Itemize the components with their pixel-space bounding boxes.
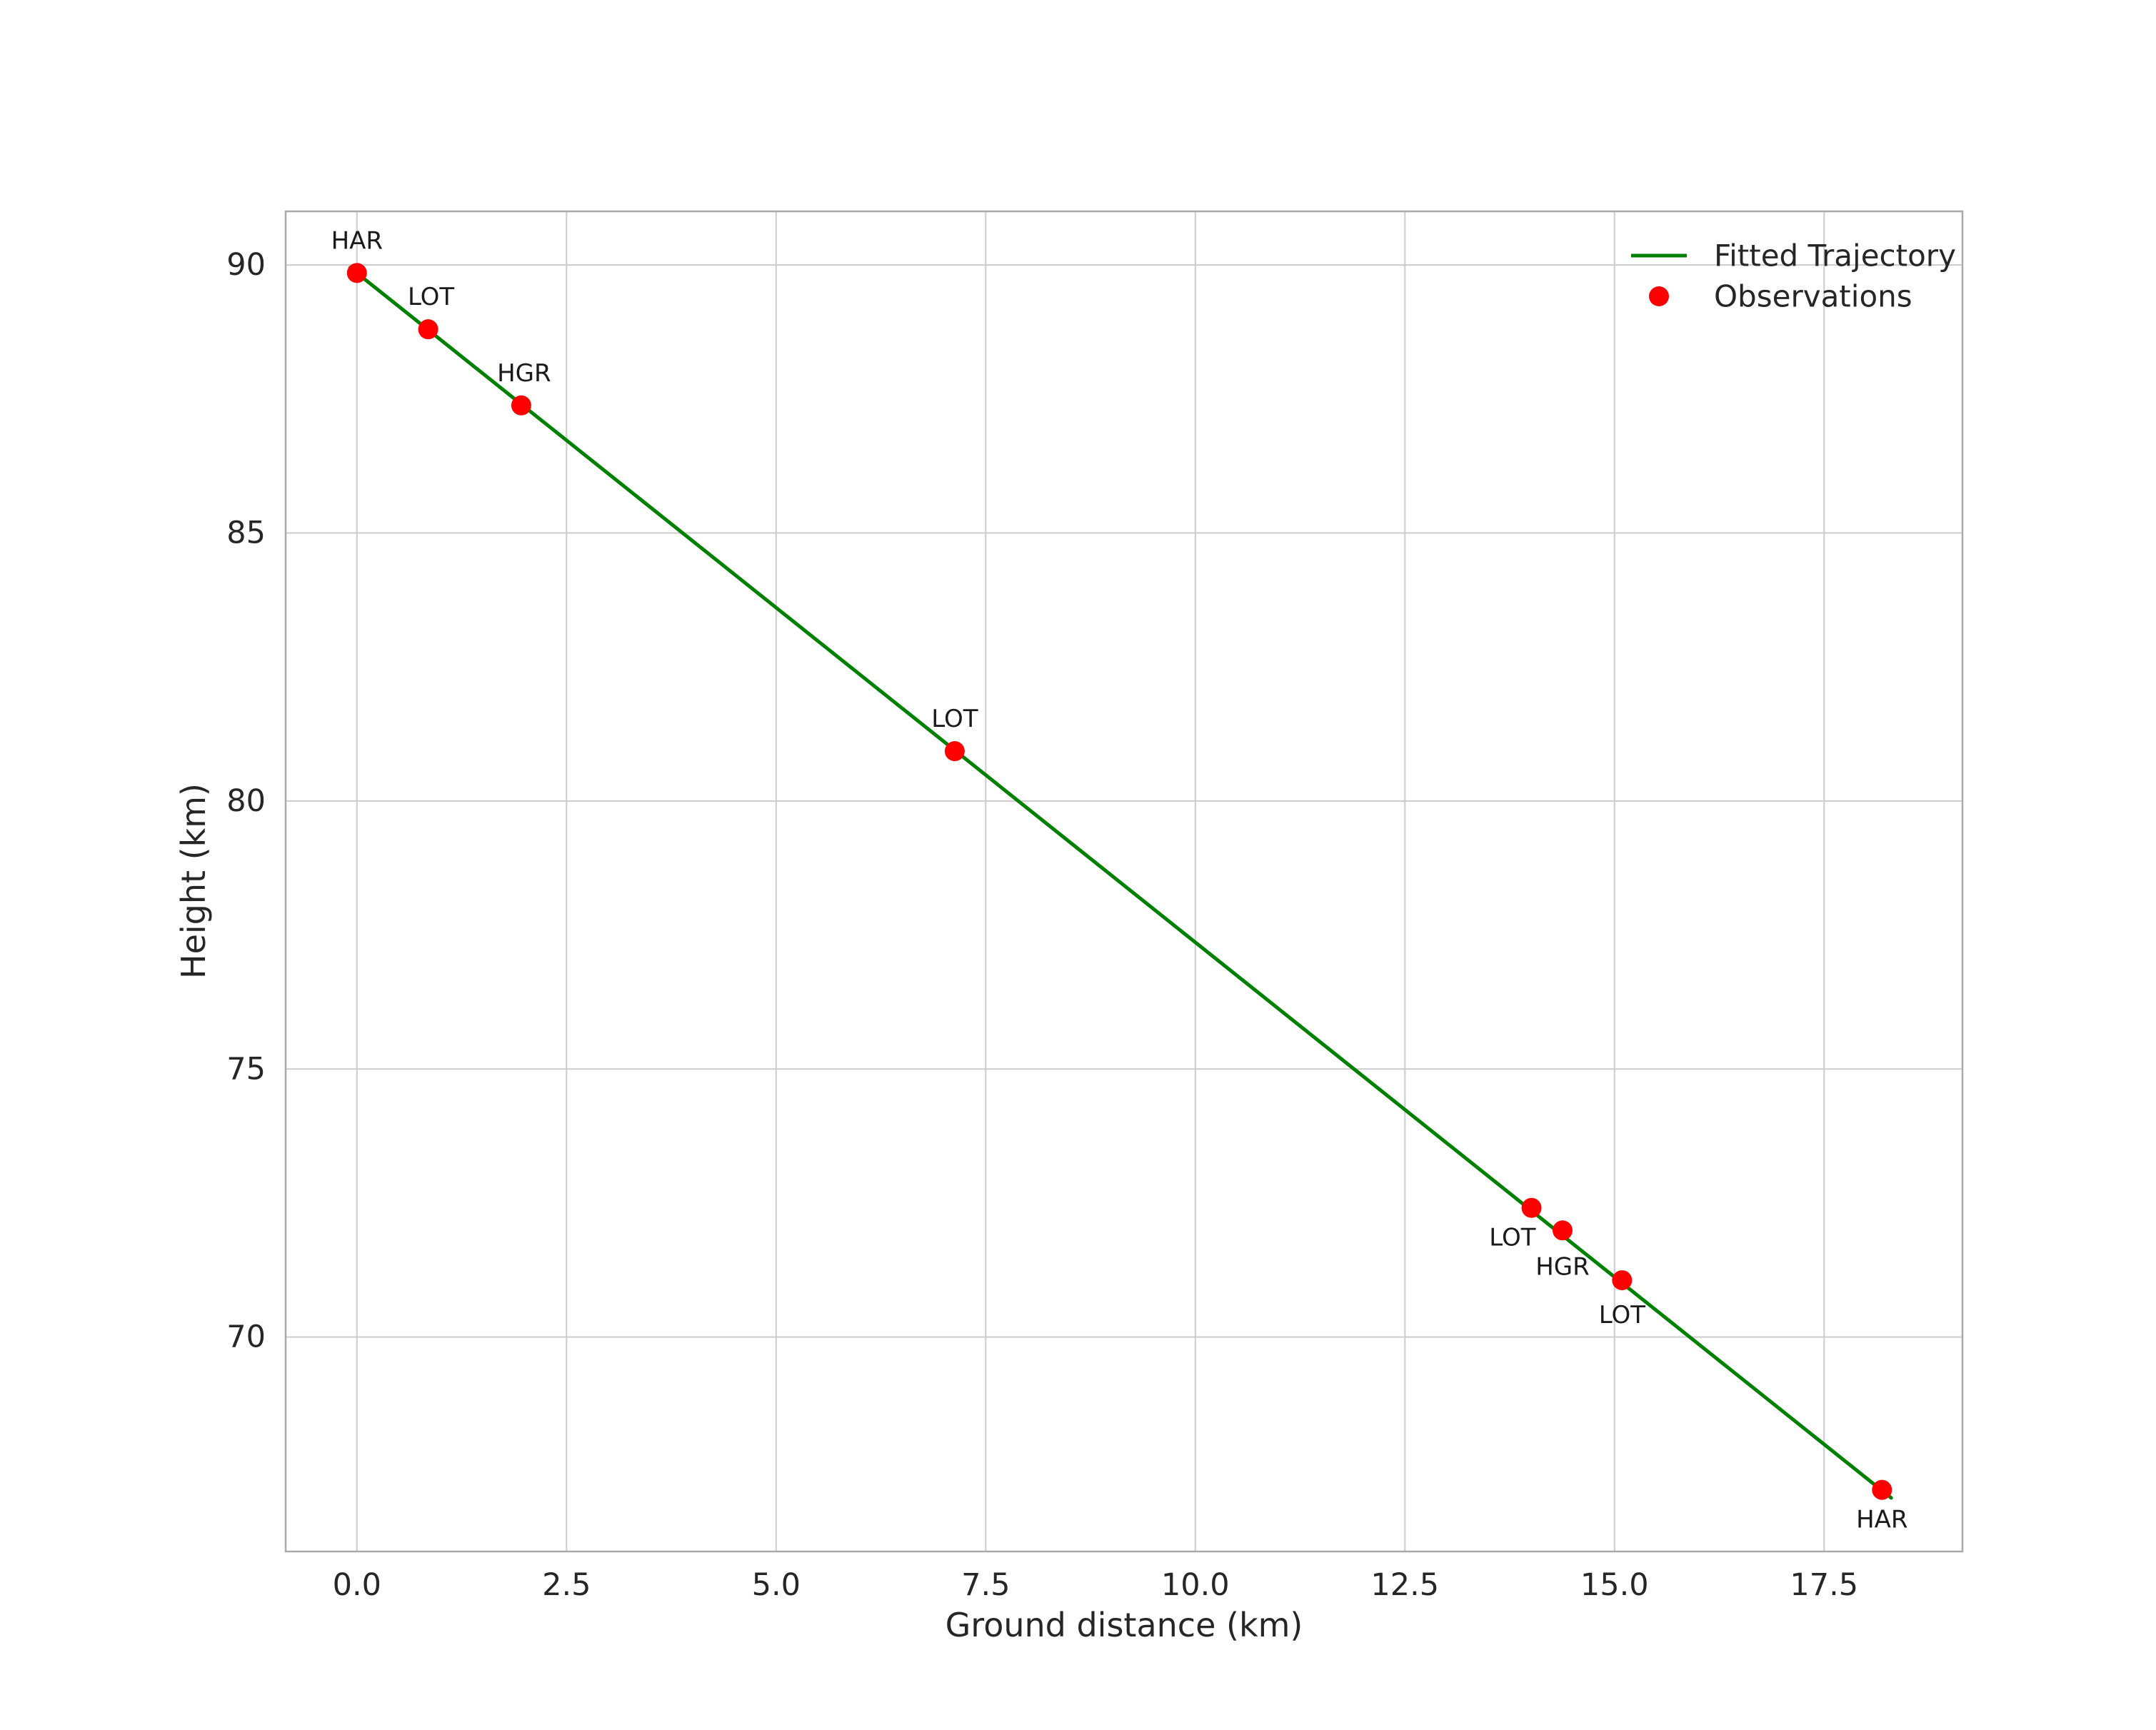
station-label-lot: LOT	[931, 705, 978, 733]
tick-labels: 0.0 2.5 5.0 7.5 10.0 12.5 15.0 17.5 70 75 80 85 90	[226, 247, 1858, 1603]
x-tick-label: 12.5	[1370, 1567, 1439, 1603]
x-tick-label: 0.0	[333, 1567, 381, 1603]
x-tick-label: 17.5	[1790, 1567, 1858, 1603]
observation-point-lot	[944, 741, 965, 762]
x-tick-label: 2.5	[542, 1567, 591, 1603]
x-tick-label: 15.0	[1580, 1567, 1649, 1603]
observation-point-lot	[1612, 1270, 1633, 1291]
x-tick-label: 5.0	[752, 1567, 801, 1603]
y-tick-label: 90	[226, 247, 266, 283]
station-label-har: HAR	[331, 226, 383, 255]
station-label-lot: LOT	[1599, 1301, 1645, 1329]
observation-point-lot	[1521, 1197, 1542, 1218]
series	[346, 263, 1893, 1500]
y-tick-label: 85	[226, 515, 266, 550]
y-axis-label: Height (km)	[174, 783, 213, 979]
station-label-hgr: HGR	[1535, 1252, 1590, 1281]
legend: Fitted Trajectory Observations	[1631, 238, 1956, 314]
observation-point-har	[1872, 1479, 1892, 1500]
x-tick-label: 7.5	[961, 1567, 1010, 1603]
legend-dot-sample	[1649, 286, 1669, 306]
observation-point-hgr	[1553, 1220, 1573, 1241]
observation-point-hgr	[511, 395, 531, 416]
plot-border	[284, 210, 1964, 1553]
x-tick-label: 10.0	[1161, 1567, 1230, 1603]
grid	[286, 211, 1962, 1552]
station-label-lot: LOT	[408, 283, 454, 311]
observation-point-lot	[418, 319, 438, 340]
station-label-lot: LOT	[1489, 1224, 1535, 1252]
station-label-har: HAR	[1856, 1506, 1907, 1534]
y-tick-label: 80	[226, 783, 266, 819]
legend-label: Observations	[1714, 279, 1912, 314]
y-tick-label: 75	[226, 1051, 266, 1087]
station-label-hgr: HGR	[497, 359, 551, 388]
fitted-trajectory-line	[348, 266, 1893, 1500]
x-axis-label: Ground distance (km)	[946, 1606, 1303, 1644]
legend-label: Fitted Trajectory	[1714, 238, 1956, 273]
observation-point-har	[346, 263, 367, 283]
y-tick-label: 70	[226, 1319, 266, 1355]
